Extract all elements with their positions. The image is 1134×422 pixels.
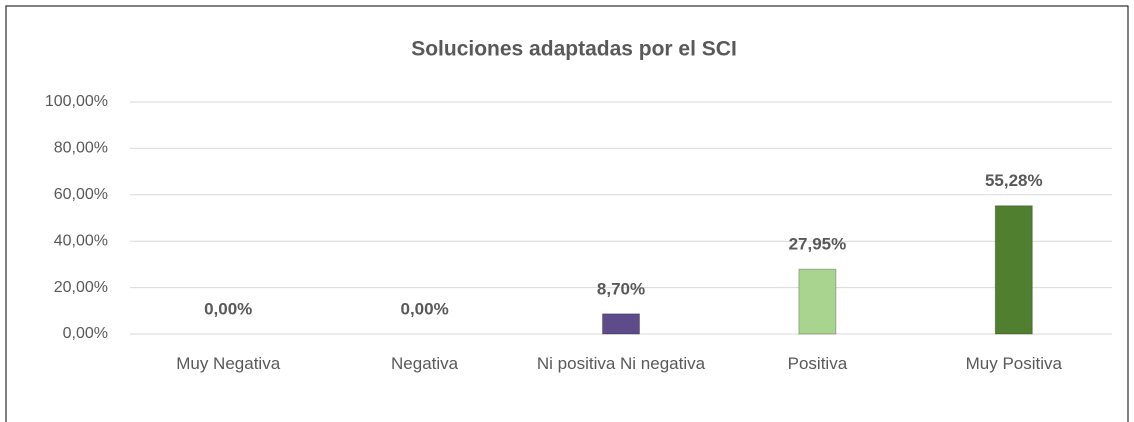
data-label: 8,70% xyxy=(597,279,645,298)
x-tick-label: Muy Positiva xyxy=(965,354,1062,373)
bar xyxy=(798,268,837,335)
y-tick-label: 80,00% xyxy=(54,140,108,157)
x-tick-label: Ni positiva Ni negativa xyxy=(536,354,706,373)
data-label: 55,28% xyxy=(985,171,1043,190)
chart-title: Soluciones adaptadas por el SCI xyxy=(411,38,737,61)
chart-frame xyxy=(5,5,1129,422)
y-tick-label: 60,00% xyxy=(54,186,108,203)
y-tick-label: 0,00% xyxy=(63,325,108,342)
y-tick-label: 20,00% xyxy=(54,279,108,296)
y-tick-label: 100,00% xyxy=(45,93,108,110)
bar xyxy=(994,205,1033,335)
data-label: 0,00% xyxy=(204,299,252,318)
data-label: 0,00% xyxy=(400,299,448,318)
x-tick-label: Muy Negativa xyxy=(176,354,281,373)
y-tick-label: 40,00% xyxy=(54,232,108,249)
x-tick-label: Negativa xyxy=(391,354,459,373)
bar xyxy=(602,313,640,335)
x-tick-label: Positiva xyxy=(787,354,848,373)
data-label: 27,95% xyxy=(789,235,847,254)
